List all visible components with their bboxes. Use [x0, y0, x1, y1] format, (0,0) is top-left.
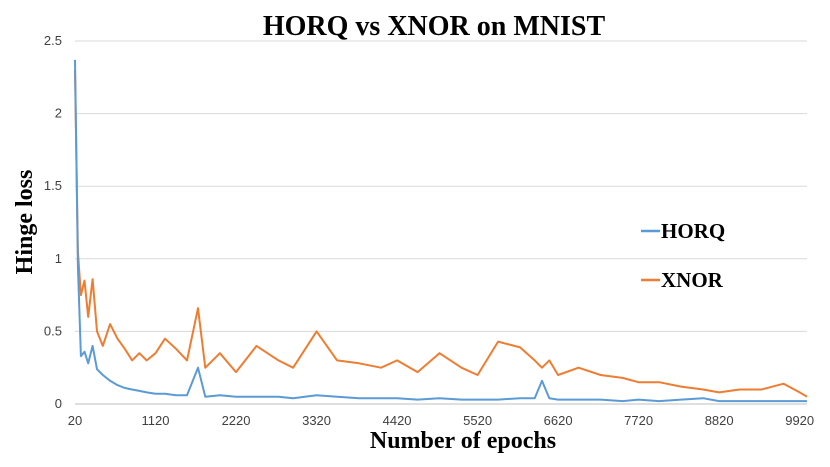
gridlines — [75, 40, 807, 405]
x-tick-label: 20 — [68, 413, 82, 428]
x-axis-title: Number of epochs — [370, 428, 556, 454]
x-tick-label: 1120 — [142, 413, 170, 428]
y-tick-label: 0 — [55, 396, 62, 411]
y-tick-labels: 0 0.5 1 1.5 2 2.5 — [44, 33, 62, 411]
x-tick-label: 2220 — [222, 413, 251, 428]
x-tick-label: 3320 — [302, 413, 331, 428]
series-line-horq — [74, 59, 807, 403]
series-lines — [74, 59, 808, 403]
x-tick-label: 9920 — [785, 413, 814, 428]
y-tick-label: 1.5 — [44, 178, 62, 193]
series-line-xnor — [74, 69, 808, 398]
y-tick-label: 0.5 — [44, 323, 62, 338]
y-tick-label: 1 — [55, 251, 62, 266]
x-tick-label: 8820 — [705, 413, 734, 428]
y-axis-title: Hinge loss — [12, 170, 38, 275]
x-tick-labels: 20 1120 2220 3320 4420 5520 6620 7720 8820 9920 — [68, 413, 814, 428]
y-tick-label: 2 — [55, 106, 62, 121]
x-tick-label: 7720 — [624, 413, 653, 428]
x-tick-label: 5520 — [463, 413, 492, 428]
chart-title: HORQ vs XNOR on MNIST — [263, 11, 606, 42]
y-tick-label: 2.5 — [44, 33, 62, 48]
x-tick-label: 6620 — [544, 413, 573, 428]
legend: HORQ XNOR — [641, 219, 725, 292]
legend-label-xnor: XNOR — [661, 268, 724, 292]
legend-label-horq: HORQ — [661, 219, 725, 243]
x-tick-label: 4420 — [383, 413, 412, 428]
